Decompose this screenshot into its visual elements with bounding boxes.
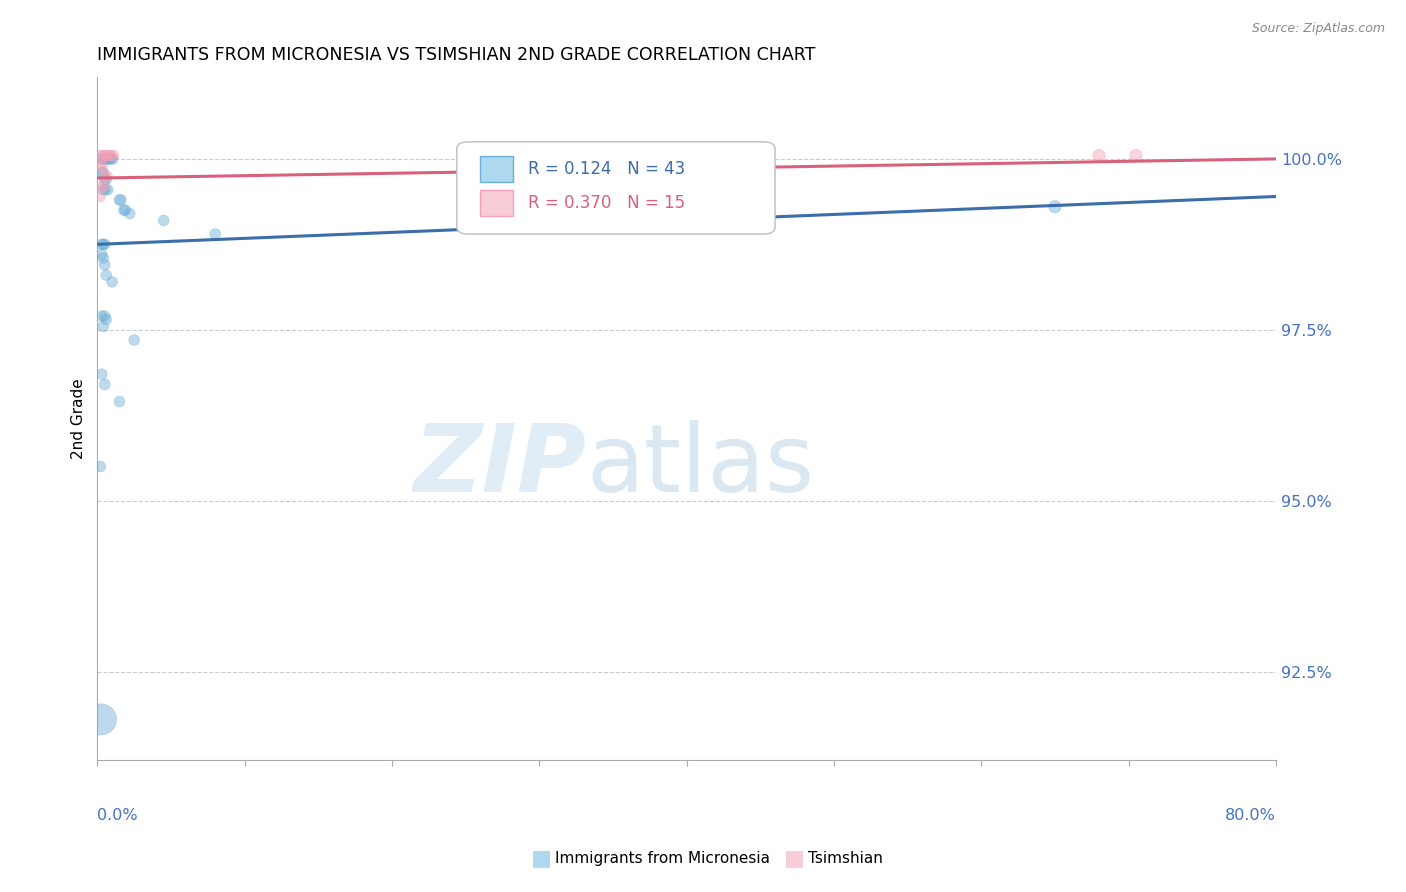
Point — [90, 152, 112, 166]
Point — [98, 152, 121, 166]
Point — [93, 172, 115, 186]
Point — [91, 251, 114, 265]
Point — [91, 148, 114, 162]
Point — [152, 213, 174, 227]
Text: R = 0.370   N = 15: R = 0.370 N = 15 — [527, 194, 685, 212]
Point — [110, 193, 132, 207]
Y-axis label: 2nd Grade: 2nd Grade — [72, 378, 86, 459]
Point — [96, 268, 118, 282]
Point — [103, 148, 125, 162]
Point — [112, 203, 135, 218]
FancyBboxPatch shape — [457, 142, 775, 234]
Text: R = 0.124   N = 43: R = 0.124 N = 43 — [527, 161, 685, 178]
Point — [114, 203, 136, 218]
Point — [91, 159, 114, 173]
Point — [93, 237, 115, 252]
Point — [96, 152, 118, 166]
Point — [90, 712, 112, 726]
Text: ■: ■ — [785, 848, 804, 868]
Point — [94, 152, 117, 166]
Point — [90, 309, 112, 323]
Point — [118, 206, 141, 220]
Point — [91, 152, 114, 166]
Point — [91, 165, 114, 179]
Point — [96, 172, 118, 186]
Point — [93, 179, 115, 194]
Point — [1043, 200, 1066, 214]
Point — [91, 319, 114, 334]
FancyBboxPatch shape — [481, 190, 513, 217]
Point — [97, 183, 120, 197]
Point — [91, 237, 114, 252]
Point — [93, 377, 115, 392]
Point — [108, 394, 131, 409]
Point — [675, 217, 697, 231]
Point — [96, 169, 118, 183]
Point — [96, 148, 118, 162]
Point — [89, 148, 111, 162]
Point — [108, 193, 131, 207]
Point — [90, 247, 112, 261]
Point — [90, 179, 112, 194]
Point — [101, 152, 124, 166]
Point — [89, 459, 111, 474]
Point — [90, 368, 112, 382]
Point — [93, 152, 115, 166]
Point — [93, 169, 115, 183]
Point — [100, 148, 122, 162]
Text: atlas: atlas — [586, 420, 814, 513]
Point — [1088, 148, 1111, 162]
Point — [100, 152, 122, 166]
Point — [122, 333, 145, 347]
Point — [93, 148, 115, 162]
Point — [1125, 148, 1147, 162]
Text: 80.0%: 80.0% — [1225, 808, 1275, 823]
Point — [93, 258, 115, 272]
Point — [94, 183, 117, 197]
Text: Tsimshian: Tsimshian — [808, 851, 883, 865]
Text: Immigrants from Micronesia: Immigrants from Micronesia — [555, 851, 770, 865]
Point — [90, 237, 112, 252]
Text: IMMIGRANTS FROM MICRONESIA VS TSIMSHIAN 2ND GRADE CORRELATION CHART: IMMIGRANTS FROM MICRONESIA VS TSIMSHIAN … — [97, 46, 815, 64]
FancyBboxPatch shape — [481, 156, 513, 182]
Point — [90, 165, 112, 179]
Point — [91, 183, 114, 197]
Text: ZIP: ZIP — [413, 420, 586, 513]
Point — [101, 275, 124, 289]
Point — [204, 227, 226, 241]
Point — [96, 312, 118, 326]
Point — [89, 159, 111, 173]
Point — [93, 309, 115, 323]
Point — [97, 152, 120, 166]
Point — [89, 189, 111, 203]
Text: Source: ZipAtlas.com: Source: ZipAtlas.com — [1251, 22, 1385, 36]
Point — [98, 148, 121, 162]
Text: 0.0%: 0.0% — [97, 808, 138, 823]
Text: ■: ■ — [531, 848, 551, 868]
